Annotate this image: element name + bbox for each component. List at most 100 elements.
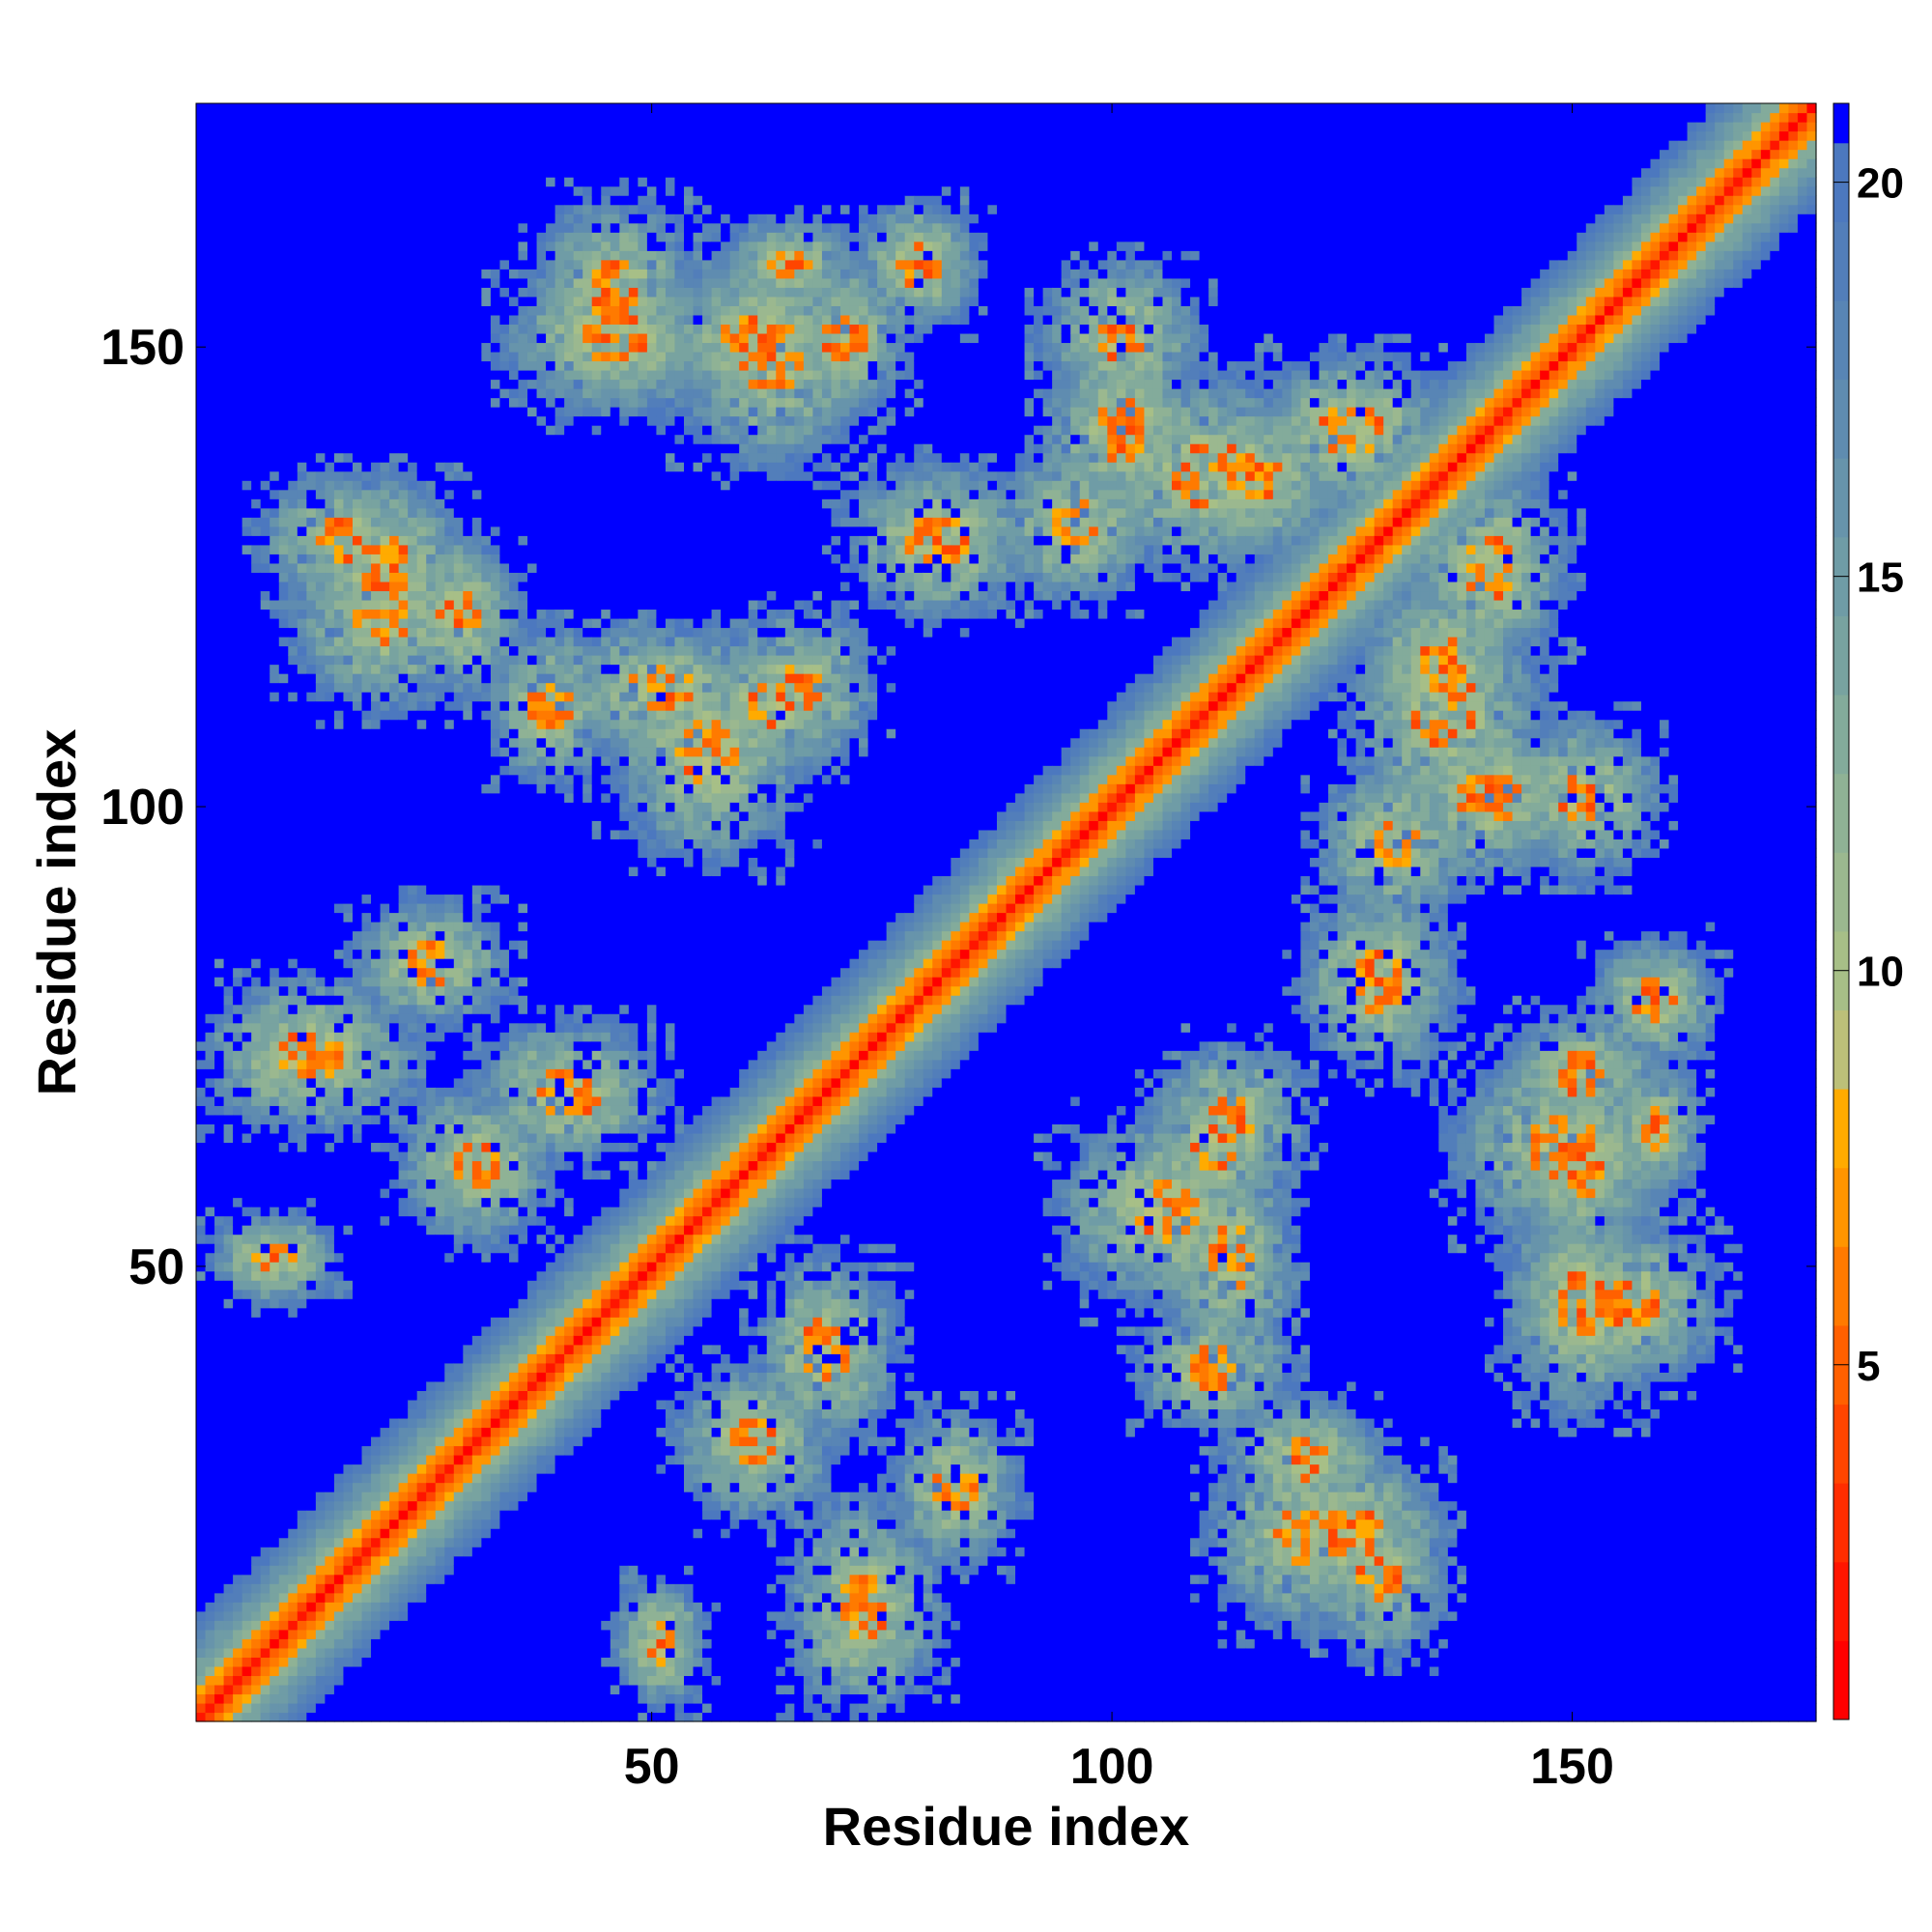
heatmap-cell (399, 867, 409, 876)
heatmap-cell (408, 131, 417, 141)
heatmap-cell (444, 1308, 454, 1318)
heatmap-cell (206, 637, 215, 646)
heatmap-cell (325, 1326, 334, 1336)
heatmap-cell (316, 1693, 326, 1703)
heatmap-cell (399, 710, 409, 720)
heatmap-cell (261, 1041, 270, 1051)
heatmap-cell (454, 1528, 464, 1538)
heatmap-cell (389, 655, 399, 665)
heatmap-cell (362, 315, 372, 325)
heatmap-cell (417, 305, 427, 315)
heatmap-cell (436, 1445, 445, 1455)
heatmap-cell (251, 398, 261, 408)
heatmap-cell (353, 1648, 362, 1658)
heatmap-cell (214, 168, 224, 178)
heatmap-cell (353, 1445, 362, 1455)
heatmap-cell (399, 600, 409, 610)
heatmap-cell (343, 1501, 353, 1511)
heatmap-cell (353, 1602, 362, 1611)
heatmap-cell (306, 1087, 316, 1096)
heatmap-cell (426, 1418, 436, 1428)
heatmap-cell (224, 646, 234, 656)
heatmap-cell (251, 1188, 261, 1198)
heatmap-cell (399, 1133, 409, 1143)
heatmap-cell (436, 986, 445, 996)
heatmap-cell (426, 1243, 436, 1253)
heatmap-cell (298, 1290, 307, 1299)
heatmap-cell (343, 1675, 353, 1685)
heatmap-cell (325, 1372, 334, 1381)
heatmap-cell (325, 1005, 334, 1014)
heatmap-cell (334, 1290, 344, 1299)
heatmap-cell (233, 1666, 242, 1676)
heatmap-cell (270, 186, 279, 196)
heatmap-cell (288, 131, 298, 141)
heatmap-cell (261, 324, 270, 333)
heatmap-cell (362, 131, 372, 141)
heatmap-cell (408, 1630, 417, 1639)
heatmap-cell (371, 462, 381, 471)
heatmap-cell (306, 875, 316, 885)
heatmap-cell (334, 830, 344, 839)
heatmap-cell (270, 388, 279, 398)
heatmap-cell (399, 922, 409, 931)
heatmap-cell (233, 765, 242, 775)
heatmap-cell (389, 425, 399, 435)
heatmap-cell (196, 490, 206, 499)
heatmap-cell (242, 1345, 252, 1354)
heatmap-cell (325, 1408, 334, 1418)
heatmap-cell (214, 830, 224, 839)
heatmap-cell (353, 140, 362, 150)
heatmap-cell (334, 655, 344, 665)
heatmap-cell (454, 1693, 464, 1703)
heatmap-cell (288, 710, 298, 720)
heatmap-cell (381, 1418, 390, 1428)
heatmap-cell (242, 1188, 252, 1198)
heatmap-cell (371, 1620, 381, 1630)
heatmap-cell (343, 1408, 353, 1418)
heatmap-cell (343, 1353, 353, 1363)
heatmap-cell (408, 1123, 417, 1133)
heatmap-cell (242, 1666, 252, 1676)
heatmap-cell (436, 269, 445, 278)
heatmap-cell (279, 857, 289, 867)
heatmap-cell (206, 1408, 215, 1418)
heatmap-cell (353, 1326, 362, 1336)
heatmap-cell (389, 1400, 399, 1409)
heatmap-cell (353, 1464, 362, 1474)
heatmap-cell (306, 554, 316, 563)
heatmap-cell (196, 1032, 206, 1041)
heatmap-cell (334, 1142, 344, 1151)
heatmap-cell (353, 370, 362, 380)
heatmap-cell (343, 232, 353, 242)
heatmap-cell (298, 352, 307, 361)
heatmap-cell (306, 535, 316, 545)
heatmap-cell (270, 113, 279, 123)
heatmap-cell (298, 802, 307, 811)
heatmap-cell (288, 462, 298, 471)
heatmap-cell (270, 1381, 279, 1391)
heatmap-cell (196, 958, 206, 968)
heatmap-cell (399, 1115, 409, 1124)
heatmap-cell (362, 250, 372, 260)
heatmap-cell (196, 572, 206, 582)
heatmap-cell (417, 618, 427, 628)
heatmap-cell (279, 535, 289, 545)
heatmap-cell (233, 1400, 242, 1409)
heatmap-cell (298, 857, 307, 867)
heatmap-cell (353, 720, 362, 729)
heatmap-cell (389, 1170, 399, 1179)
heatmap-cell (306, 913, 316, 923)
heatmap-cell (196, 1675, 206, 1685)
heatmap-cell (214, 1556, 224, 1566)
heatmap-cell (399, 324, 409, 333)
heatmap-cell (417, 655, 427, 665)
heatmap-cell (362, 1712, 372, 1721)
heatmap-cell (279, 1556, 289, 1566)
heatmap-cell (214, 195, 224, 205)
heatmap-cell (408, 407, 417, 416)
heatmap-cell (298, 582, 307, 591)
heatmap-cell (399, 1243, 409, 1253)
heatmap-cell (353, 875, 362, 885)
